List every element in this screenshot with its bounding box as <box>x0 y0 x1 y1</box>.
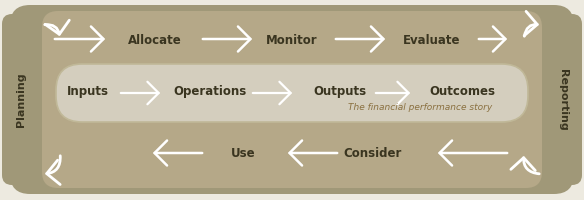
Text: Inputs: Inputs <box>67 85 109 98</box>
Text: Outputs: Outputs <box>314 85 367 98</box>
Text: Reporting: Reporting <box>558 69 568 130</box>
Text: Consider: Consider <box>344 147 402 160</box>
Text: Outcomes: Outcomes <box>429 85 495 98</box>
FancyArrowPatch shape <box>45 21 69 35</box>
Text: Operations: Operations <box>173 85 246 98</box>
FancyArrowPatch shape <box>524 12 537 37</box>
FancyBboxPatch shape <box>10 6 574 194</box>
Text: Monitor: Monitor <box>266 33 318 46</box>
FancyBboxPatch shape <box>544 15 582 185</box>
Text: Allocate: Allocate <box>128 33 182 46</box>
FancyBboxPatch shape <box>2 15 40 185</box>
Text: Evaluate: Evaluate <box>403 33 461 46</box>
FancyArrowPatch shape <box>47 156 60 185</box>
FancyArrowPatch shape <box>511 158 539 174</box>
Text: Use: Use <box>231 147 255 160</box>
Text: The financial performance story: The financial performance story <box>348 103 492 112</box>
Text: Planning: Planning <box>16 72 26 127</box>
FancyBboxPatch shape <box>42 12 542 188</box>
FancyBboxPatch shape <box>56 65 528 122</box>
